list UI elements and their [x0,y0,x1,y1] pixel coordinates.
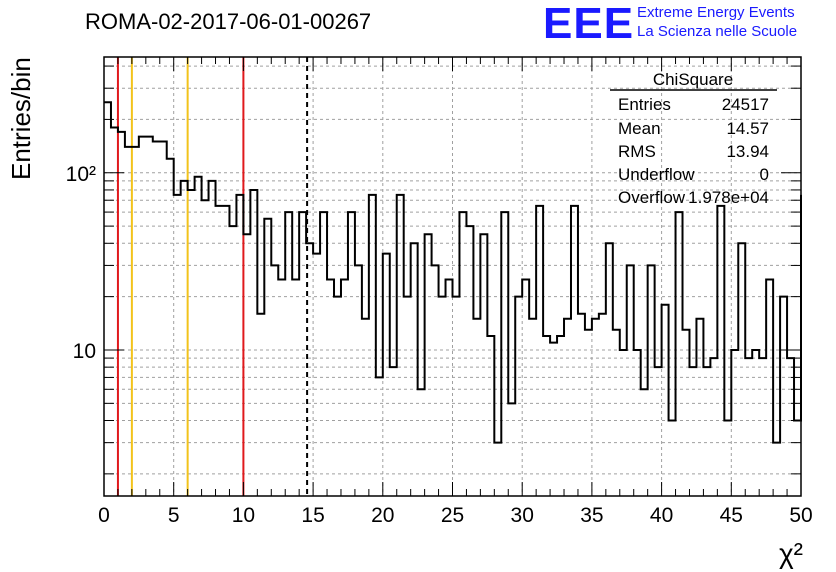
x-tick-label: 30 [511,504,534,527]
x-tick-label: 10 [232,504,255,527]
x-tick-label: 25 [441,504,464,527]
eee-logo: EEE [543,0,635,48]
y-axis-label: Entries/bin [6,57,36,180]
stats-mean-value: 14.57 [726,119,769,138]
x-tick-label: 0 [98,504,110,527]
x-tick-labels: 0 5 10 15 20 25 30 35 40 45 50 [98,504,813,527]
x-axis-label: χ² [779,538,803,569]
x-tick-label: 45 [720,504,743,527]
x-tick-label: 50 [789,504,812,527]
y-tick-label: 10² [66,163,96,186]
chart-title: ROMA-02-2017-06-01-00267 [85,9,372,34]
stats-underflow-value: 0 [760,165,769,184]
x-tick-label: 20 [371,504,394,527]
x-tick-label: 5 [168,504,180,527]
axis-ticks [103,57,802,496]
stats-rms-value: 13.94 [726,142,769,161]
stats-overflow-label: Overflow [618,188,686,207]
logo-subtitle-line2: La Scienza nelle Scuole [637,23,798,40]
stats-underflow-label: Underflow [618,165,695,184]
y-tick-label: 10 [73,340,96,363]
x-tick-label: 15 [301,504,324,527]
y-tick-labels: 10 10² [66,163,96,363]
grid-lines [103,57,802,496]
stats-entries-label: Entries [618,95,671,114]
x-tick-label: 40 [650,504,673,527]
logo-subtitle-line1: Extreme Energy Events [637,4,795,21]
stats-box: ChiSquare Entries 24517 Mean 14.57 RMS 1… [610,70,777,207]
stats-overflow-value: 1.978e+04 [688,188,769,207]
stats-title: ChiSquare [653,70,733,89]
stats-rms-label: RMS [618,142,656,161]
histogram-outline [104,101,802,444]
stats-mean-label: Mean [618,119,661,138]
stats-entries-value: 24517 [722,95,769,114]
x-tick-label: 35 [580,504,603,527]
